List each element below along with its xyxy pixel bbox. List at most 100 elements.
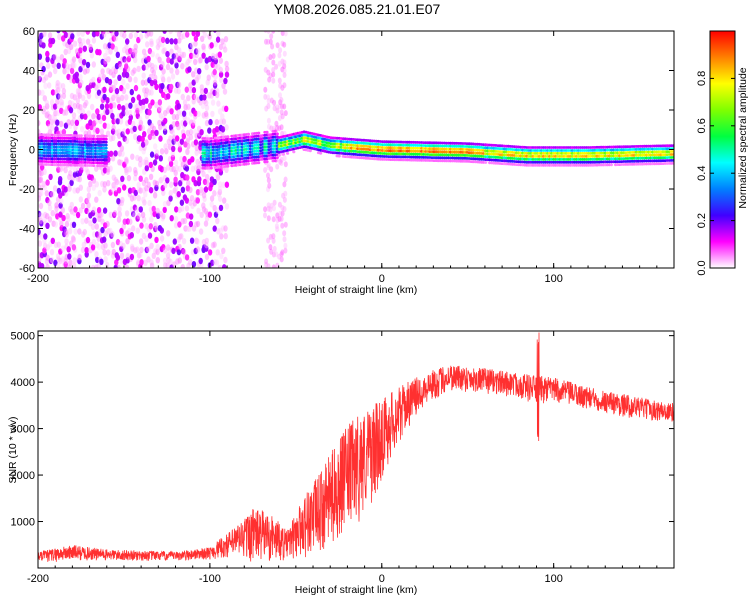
spectrogram-cell xyxy=(125,238,130,245)
spectrogram-cell xyxy=(148,161,153,169)
spectrogram-cell xyxy=(223,256,228,264)
spectrogram-cell xyxy=(84,217,89,224)
spectrogram-cell xyxy=(129,243,135,250)
spectrogram-cell xyxy=(282,206,287,212)
spectrogram-cell xyxy=(150,62,155,70)
spectrogram-cell xyxy=(266,177,271,184)
spectrogram-cell xyxy=(279,109,284,116)
spectrogram-cell xyxy=(275,212,280,219)
spectrogram-cell xyxy=(146,256,151,263)
spectrogram-cell xyxy=(226,164,230,168)
spectrogram-cell xyxy=(53,221,58,228)
spectrogram-cell xyxy=(121,46,127,54)
spectrogram-cell xyxy=(186,103,191,111)
spectrogram-cell xyxy=(269,248,274,255)
spectrogram-cell xyxy=(183,104,188,111)
spectrogram-cell xyxy=(125,218,130,225)
spectrogram-cell xyxy=(111,118,116,125)
spectrogram-cell xyxy=(80,246,86,254)
spectrogram-cell xyxy=(223,225,228,232)
spectrogram-cell xyxy=(138,104,143,112)
spectrogram-cell xyxy=(104,164,108,168)
spectrogram-cell xyxy=(133,170,138,177)
spectrogram-cell xyxy=(94,223,100,230)
spectrogram-cell xyxy=(38,170,42,177)
spectrogram-cell xyxy=(218,204,224,212)
spectrogram-cell xyxy=(125,128,130,135)
spectrogram-cell xyxy=(48,257,54,265)
spectrogram-cell xyxy=(115,238,121,246)
spectrogram-cell xyxy=(215,91,220,99)
spectrogram-cell xyxy=(77,176,83,183)
spectrogram-cell xyxy=(144,97,149,104)
spectrogram-cell xyxy=(216,63,221,70)
spectrogram-cell xyxy=(111,182,116,189)
spectrogram-cell xyxy=(50,237,55,244)
spectrogram-cell xyxy=(129,195,135,202)
spectrogram-cell xyxy=(193,180,198,187)
spectrogram-cell xyxy=(176,31,182,38)
spectrogram-cell xyxy=(226,135,230,139)
spectrogram-cell xyxy=(212,225,217,232)
spectrogram-cell xyxy=(180,93,185,101)
spectrogram-cell xyxy=(144,176,149,184)
spectrogram-cell xyxy=(96,207,102,214)
spectrogram-cell xyxy=(173,215,179,223)
spectrogram-cell xyxy=(190,165,196,172)
spectrogram-cell xyxy=(66,73,71,81)
spectrogram-cell xyxy=(158,211,163,218)
spectrogram-cell xyxy=(204,112,209,120)
spectrogram-cell xyxy=(218,227,223,234)
spectrogram-cell xyxy=(62,226,67,233)
spectrogram-cell xyxy=(122,135,127,142)
spectrogram-cell xyxy=(185,212,191,219)
spectrogram-cell xyxy=(168,190,173,197)
spectrogram-cell xyxy=(114,87,120,95)
spectrogram-cell xyxy=(67,173,72,181)
spectrogram-cell xyxy=(174,52,179,59)
spectrogram-cell xyxy=(263,66,268,73)
spectrogram-cell xyxy=(191,31,196,37)
spectrogram-cell xyxy=(147,128,152,135)
spectrogram-cell xyxy=(69,43,74,51)
spectrogram-cell xyxy=(47,71,53,78)
spectrogram-cell xyxy=(162,206,167,214)
spectrogram-cell xyxy=(275,132,279,136)
spectrogram-cell xyxy=(99,211,104,218)
spectrogram-cell xyxy=(170,154,176,162)
spectrogram-cell xyxy=(39,184,44,192)
spectrogram-cell xyxy=(176,81,182,89)
spectrogram-cell xyxy=(63,228,69,236)
spectrogram-cell xyxy=(77,37,83,44)
spectrogram-cell xyxy=(102,167,108,174)
spectrogram-cell xyxy=(96,81,101,89)
spectrogram-cell xyxy=(138,251,143,258)
spectrogram-cell xyxy=(220,126,226,133)
spectrogram-cell xyxy=(119,227,124,235)
spectrogram-cell xyxy=(278,47,283,54)
spectrogram-cell xyxy=(204,99,209,107)
spectrogram-cell xyxy=(138,115,143,123)
spectrogram-cell xyxy=(215,249,220,256)
spectrogram-cell xyxy=(70,235,76,242)
spectrogram-cell xyxy=(172,187,177,194)
spectrogram-cell xyxy=(102,207,108,214)
spectrogram-cell xyxy=(41,42,46,49)
spectrogram-cell xyxy=(69,92,75,100)
spectrogram-cell xyxy=(148,31,154,37)
spectrogram-cell xyxy=(135,215,140,222)
spectrogram-cell xyxy=(102,181,108,188)
spectrogram-cell xyxy=(94,264,99,268)
spectrogram-cell xyxy=(95,108,100,115)
spectrogram-cell xyxy=(216,100,221,107)
spectrogram-cell xyxy=(155,212,161,219)
spectrogram-cell xyxy=(170,150,175,158)
spectrogram-cell xyxy=(119,245,124,253)
spectrogram-cell xyxy=(121,242,126,250)
spectrogram-cell xyxy=(201,45,206,53)
spectrogram-cell xyxy=(218,71,224,78)
spectrogram-cell xyxy=(47,199,52,206)
spectrogram-cell xyxy=(155,207,160,215)
spectrogram-cell xyxy=(103,222,108,229)
spectrogram-cell xyxy=(162,201,168,208)
